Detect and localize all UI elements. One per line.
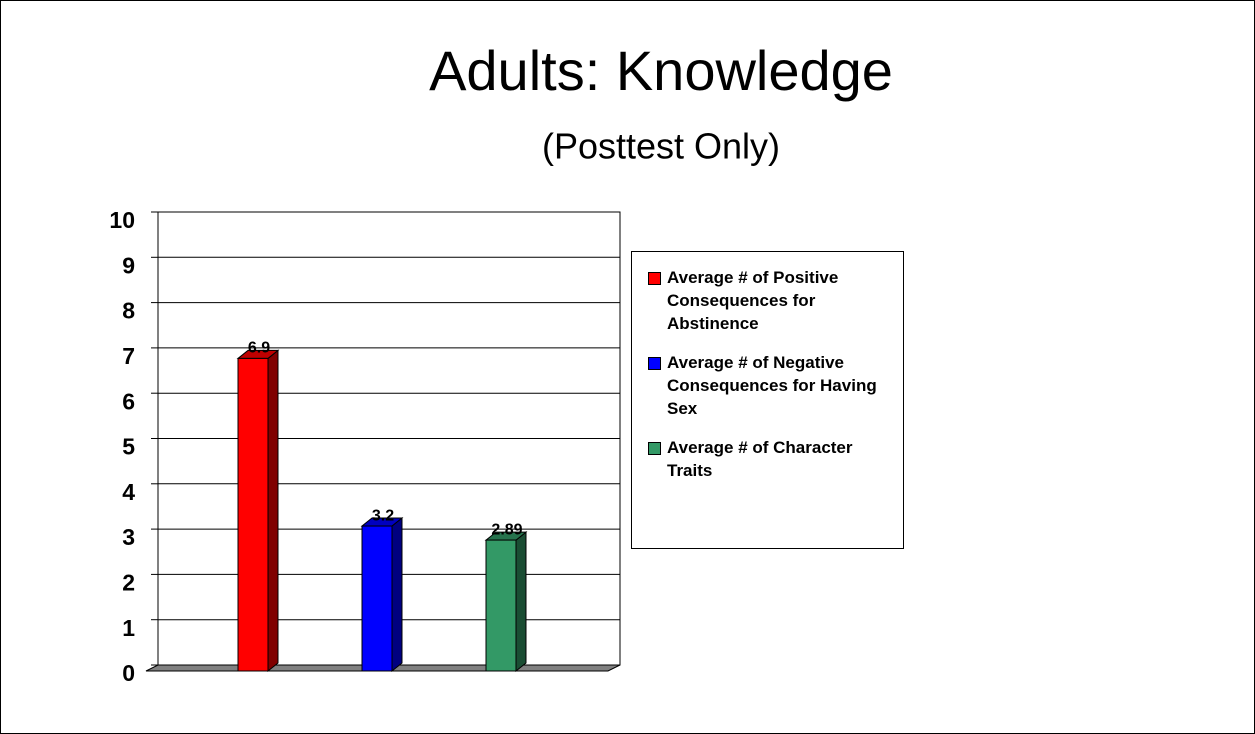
y-tick-label: 6 [122,388,135,414]
bar-side [267,349,279,673]
chart-title: Adults: Knowledge [429,39,893,102]
legend-swatch [648,272,661,285]
bar [237,357,269,672]
legend: Average # of Positive Consequences for A… [631,251,904,549]
y-tick-label: 4 [122,479,135,505]
data-label: 2.89 [491,521,522,538]
bar-side [515,531,527,673]
legend-label: Average # of Character Traits [667,438,853,480]
y-tick-label: 9 [122,252,135,278]
bar [361,525,393,672]
chart-subtitle: (Posttest Only) [542,126,780,167]
legend-label: Average # of Negative Consequences for H… [667,353,877,418]
y-tick-label: 10 [109,207,135,233]
data-label: 3.2 [372,507,394,524]
y-tick-label: 8 [122,298,135,324]
y-tick-label: 1 [122,615,135,641]
legend-swatch [648,357,661,370]
y-tick-label: 5 [122,434,135,460]
legend-label: Average # of Positive Consequences for A… [667,268,839,333]
legend-entry: Average # of Negative Consequences for H… [648,351,895,420]
bar-side [391,516,403,673]
y-tick-label: 3 [122,524,135,550]
bar [485,539,517,672]
legend-entry: Average # of Positive Consequences for A… [648,266,895,335]
y-tick-label: 0 [122,660,135,686]
y-tick-label: 7 [122,343,135,369]
y-tick-label: 2 [122,569,135,595]
legend-entry: Average # of Character Traits [648,436,895,482]
data-label: 6.9 [248,340,270,357]
legend-swatch [648,442,661,455]
